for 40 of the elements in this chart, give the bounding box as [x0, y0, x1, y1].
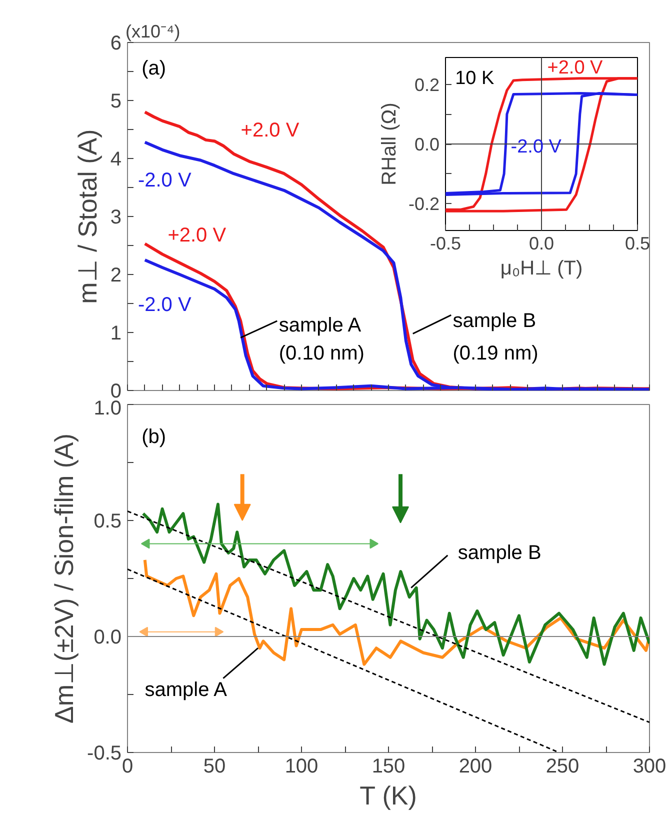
y-tick-label: -0.2: [408, 194, 440, 214]
text: (x10⁻⁴): [126, 22, 180, 42]
y-tick-label: 1.0: [94, 398, 122, 420]
y-tick-label: 0.5: [94, 510, 122, 532]
annotation: sample A: [144, 678, 228, 701]
series-label: +2.0 V: [547, 57, 604, 78]
y-tick-label: 0.0: [94, 626, 122, 648]
y-tick-label: 5: [110, 90, 122, 112]
series-label: +2.0 V: [168, 224, 227, 247]
x-axis-title: T (K): [360, 780, 417, 810]
x-tick-label: 50: [203, 756, 226, 778]
x-tick-label: 300: [632, 756, 666, 778]
y-axis-title: m⊥ / Stotal (A): [72, 129, 102, 304]
annotation: (a): [142, 58, 166, 80]
y-axis-title: RHall (Ω): [378, 102, 400, 186]
x-axis-title: μ₀H⊥ (T): [500, 258, 583, 280]
annotation: (b): [142, 426, 166, 448]
y-tick-label: 6: [110, 32, 122, 54]
series-label: -2.0 V: [138, 170, 192, 192]
x-tick-label: 150: [372, 756, 406, 778]
x-tick-label: 100: [284, 756, 318, 778]
y-tick-label: 0.2: [414, 74, 440, 95]
annotation: 10 K: [455, 68, 495, 89]
x-tick-label: 200: [458, 756, 492, 778]
y-tick-label: 1: [110, 322, 122, 344]
y-tick-label: 4: [110, 148, 122, 170]
x-tick-label: -0.5: [430, 234, 462, 254]
series-label: -2.0 V: [138, 294, 192, 316]
annotation: (0.19 nm): [452, 342, 538, 364]
y-axis-title: Δm⊥(±2V) / Sion-film (A): [49, 433, 80, 724]
series-label: +2.0 V: [240, 120, 300, 142]
annotation: sample A: [278, 314, 362, 336]
annotation: (0.10 nm): [278, 342, 364, 364]
x-tick-label: 0.0: [528, 234, 554, 254]
x-tick-label: 250: [546, 756, 580, 778]
y-tick-label: 3: [110, 206, 122, 228]
y-tick-label: 0.0: [414, 134, 440, 154]
annotation: sample B: [452, 310, 536, 332]
annotation: sample B: [458, 542, 542, 564]
y-tick-label: 2: [110, 264, 122, 286]
